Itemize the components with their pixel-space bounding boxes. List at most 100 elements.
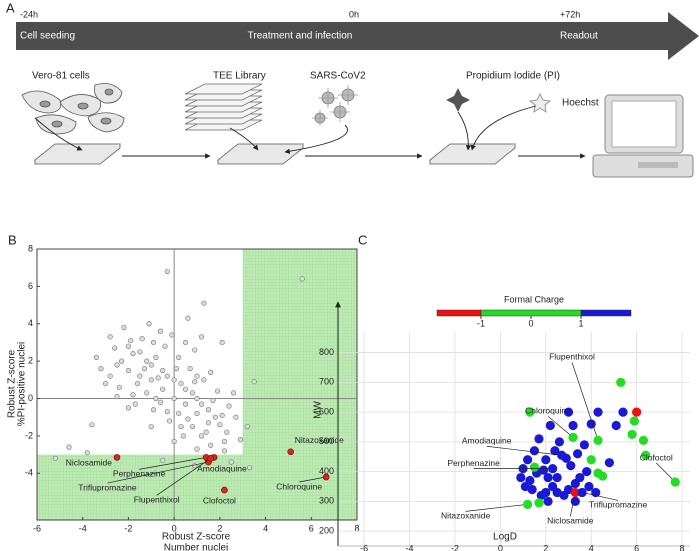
data-point bbox=[212, 414, 218, 420]
phase-label: Treatment and infection bbox=[248, 31, 353, 42]
data-point bbox=[638, 435, 649, 445]
data-point bbox=[130, 351, 136, 357]
data-point bbox=[157, 328, 164, 334]
data-point bbox=[93, 354, 100, 361]
data-point bbox=[160, 386, 166, 392]
arrows bbox=[34, 105, 586, 159]
data-point bbox=[192, 347, 198, 353]
data-point bbox=[164, 268, 170, 275]
data-point bbox=[137, 373, 143, 379]
data-point bbox=[166, 418, 173, 424]
x-tick-label: 6 bbox=[309, 523, 314, 533]
data-point bbox=[566, 461, 576, 471]
colorbar-segment bbox=[580, 309, 632, 317]
y-tick-label: -4 bbox=[25, 468, 33, 478]
data-point bbox=[205, 420, 212, 426]
x-axis-label: LogD bbox=[493, 532, 517, 543]
data-point bbox=[148, 362, 154, 368]
data-point bbox=[529, 462, 540, 472]
time-label: 0h bbox=[349, 9, 359, 19]
data-point bbox=[545, 420, 555, 431]
pi-icon bbox=[446, 88, 470, 112]
data-point bbox=[160, 457, 166, 463]
y-tick-label: 4 bbox=[28, 318, 33, 328]
data-point bbox=[205, 407, 212, 413]
panel-label: C bbox=[358, 232, 367, 247]
data-point bbox=[554, 437, 565, 447]
data-point bbox=[139, 336, 145, 342]
data-point bbox=[251, 379, 257, 385]
x-tick-label: 8 bbox=[680, 543, 685, 551]
data-point bbox=[164, 373, 170, 379]
data-point bbox=[107, 373, 113, 379]
data-point bbox=[516, 472, 526, 483]
data-point bbox=[322, 473, 330, 481]
data-point bbox=[568, 420, 578, 431]
data-point bbox=[287, 448, 295, 456]
panel-label: B bbox=[8, 232, 17, 247]
data-point bbox=[575, 472, 585, 483]
point-label: Chloroquine bbox=[276, 481, 322, 491]
point-label: Amodiaquine bbox=[462, 435, 512, 445]
data-point bbox=[201, 377, 207, 383]
data-point bbox=[584, 481, 594, 492]
data-point bbox=[114, 362, 120, 368]
step-label: SARS-CoV2 bbox=[310, 71, 366, 82]
data-point bbox=[627, 429, 637, 440]
data-point bbox=[568, 432, 578, 442]
y-axis-label: Robust Z-score bbox=[7, 349, 18, 418]
data-point bbox=[102, 380, 109, 387]
data-point bbox=[194, 446, 200, 452]
x-tick-label: 8 bbox=[354, 523, 359, 533]
x-tick-label: -4 bbox=[406, 543, 414, 551]
plates bbox=[33, 143, 517, 165]
data-point bbox=[144, 358, 150, 364]
colorbar-title: Formal Charge bbox=[504, 294, 564, 304]
data-point bbox=[207, 455, 215, 462]
data-point bbox=[523, 499, 533, 509]
data-point bbox=[189, 390, 196, 396]
data-point bbox=[217, 422, 223, 428]
data-point bbox=[570, 496, 580, 506]
data-point bbox=[137, 349, 143, 355]
data-point bbox=[214, 388, 221, 394]
step-label: Vero-81 cells bbox=[32, 71, 90, 82]
point-label: Nitazoxanide bbox=[295, 435, 344, 445]
data-point bbox=[221, 486, 228, 494]
data-point bbox=[230, 390, 237, 396]
y-tick-label: 8 bbox=[28, 243, 33, 253]
data-point bbox=[132, 401, 138, 407]
data-point bbox=[107, 334, 113, 340]
data-point bbox=[112, 345, 118, 351]
data-point bbox=[570, 487, 580, 498]
data-point bbox=[632, 407, 642, 417]
data-point bbox=[150, 339, 157, 346]
data-point bbox=[543, 472, 553, 483]
point-label: Niclosamide bbox=[547, 516, 594, 526]
data-point bbox=[219, 339, 225, 346]
data-point bbox=[153, 395, 159, 402]
data-point bbox=[194, 410, 200, 417]
time-label: -24h bbox=[20, 9, 38, 19]
data-point bbox=[192, 379, 198, 385]
data-point bbox=[198, 401, 205, 407]
step-label: Propidium Iodide (PI) bbox=[466, 71, 560, 82]
data-point bbox=[299, 276, 305, 282]
y-tick-label: -2 bbox=[25, 430, 33, 440]
data-point bbox=[618, 407, 628, 417]
data-point bbox=[203, 429, 209, 435]
point-label: Chloroquine bbox=[525, 406, 571, 416]
y-tick-label: 200 bbox=[319, 525, 334, 535]
phase-label: Cell seeding bbox=[20, 31, 75, 42]
data-point bbox=[208, 369, 214, 375]
data-point bbox=[162, 343, 168, 349]
data-point bbox=[219, 412, 225, 418]
data-point bbox=[194, 373, 200, 379]
data-point bbox=[552, 472, 562, 483]
data-point bbox=[98, 366, 104, 372]
y-tick-label: 2 bbox=[28, 356, 33, 366]
colorbar-tick-label: 0 bbox=[528, 318, 533, 328]
data-point bbox=[616, 377, 626, 387]
x-tick-label: 4 bbox=[589, 543, 594, 551]
data-point bbox=[148, 423, 154, 430]
